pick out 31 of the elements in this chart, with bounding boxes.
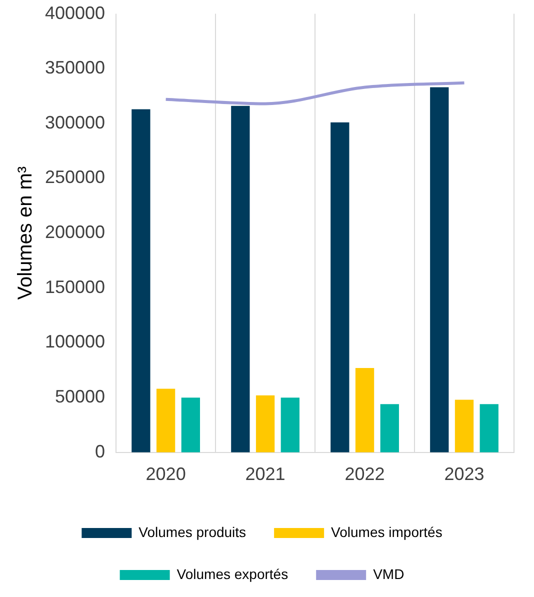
y-tick-label: 100000 (44, 332, 106, 352)
bar (181, 398, 200, 452)
line-series (164, 81, 466, 106)
legend-label: Volumes produits (138, 524, 246, 540)
bar (454, 400, 474, 452)
legend-label: Volumes exportés (176, 566, 288, 582)
x-tick-label: 2023 (444, 464, 484, 484)
y-tick-label: 0 (95, 441, 106, 462)
y-tick-label: 400000 (44, 2, 106, 23)
legend-label: Volumes importés (331, 524, 442, 540)
bar (480, 404, 498, 452)
y-axis-title: Volumes en m³ (14, 166, 37, 300)
y-tick-label: 150000 (44, 276, 106, 297)
bar (231, 106, 250, 452)
bar (380, 404, 399, 452)
y-tick-label: 350000 (44, 58, 106, 78)
y-tick-label: 200000 (44, 222, 106, 242)
bar (430, 87, 449, 452)
bar (256, 395, 275, 452)
bar (280, 398, 300, 452)
x-tick-label: 2022 (344, 464, 385, 484)
x-tick-label: 2021 (245, 464, 286, 484)
bar (156, 388, 176, 452)
y-tick-label: 250000 (44, 167, 106, 188)
bar (355, 368, 374, 452)
y-tick-label: 300000 (44, 112, 106, 132)
x-tick-label: 2020 (146, 464, 186, 484)
bar (330, 122, 350, 452)
legend-label: VMD (373, 566, 404, 582)
bar (132, 109, 150, 452)
y-tick-label: 50000 (55, 386, 106, 407)
